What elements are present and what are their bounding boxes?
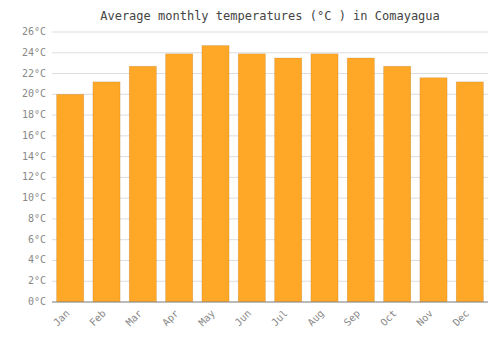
bar <box>166 54 193 302</box>
grid-line <box>52 32 488 33</box>
y-tick-label: 10°C <box>22 192 46 203</box>
y-tick-label: 22°C <box>22 68 46 79</box>
x-tick-label: Jul <box>269 308 290 329</box>
x-tick-label: Apr <box>160 308 181 329</box>
chart-container: 0°C 2°C 4°C 6°C 8°C 10°C 12°C 14°C 16°C 18°C 20°C 2… <box>0 0 500 350</box>
grid-line <box>52 302 488 303</box>
x-axis: Jan Feb Mar Apr May Jun Jul Aug Sep Oct Nov Dec <box>51 302 488 328</box>
y-tick-label: 26°C <box>22 26 46 37</box>
y-tick-label: 12°C <box>22 171 46 182</box>
y-tick-label: 24°C <box>22 47 46 58</box>
bar <box>420 78 447 302</box>
y-tick-label: 6°C <box>28 234 46 245</box>
x-axis-line <box>52 302 488 303</box>
y-tick-label: 8°C <box>28 213 46 224</box>
x-tick-label: Aug <box>305 308 326 329</box>
grid-line <box>52 52 488 53</box>
bar <box>238 54 265 302</box>
bar <box>202 46 229 303</box>
bars <box>57 46 484 303</box>
y-tick-label: 20°C <box>22 88 46 99</box>
chart-svg: 0°C 2°C 4°C 6°C 8°C 10°C 12°C 14°C 16°C 18°C 20°C 2… <box>0 0 500 350</box>
bar <box>384 66 411 302</box>
x-tick-label: Feb <box>87 308 108 329</box>
x-tick-label: Jun <box>233 308 254 329</box>
y-tick-label: 0°C <box>28 296 46 307</box>
bar <box>129 66 156 302</box>
x-tick-label: Oct <box>378 308 399 329</box>
x-tick-label: Nov <box>414 308 435 329</box>
y-tick-label: 18°C <box>22 109 46 120</box>
y-tick-label: 16°C <box>22 130 46 141</box>
x-tick-label: Jan <box>51 308 72 329</box>
grid-line <box>52 73 488 74</box>
x-tick-label: Mar <box>124 308 145 329</box>
bar <box>311 54 338 302</box>
bar <box>456 82 483 302</box>
grid <box>52 32 488 302</box>
x-tick-label: Sep <box>342 308 363 329</box>
bar <box>275 58 302 302</box>
y-axis: 0°C 2°C 4°C 6°C 8°C 10°C 12°C 14°C 16°C 18°C 20°C 2… <box>22 26 46 307</box>
bar <box>57 94 84 302</box>
y-tick-label: 4°C <box>28 254 46 265</box>
y-tick-label: 2°C <box>28 275 46 286</box>
page: {"chart_data": {"type": "bar", "title": … <box>0 0 500 350</box>
x-tick-label: Dec <box>451 308 472 329</box>
x-tick-label: May <box>196 308 217 329</box>
bar <box>93 82 120 302</box>
title: Average monthly temperatures (°C ) in Co… <box>100 9 440 23</box>
y-tick-label: 14°C <box>22 151 46 162</box>
bar <box>347 58 374 302</box>
